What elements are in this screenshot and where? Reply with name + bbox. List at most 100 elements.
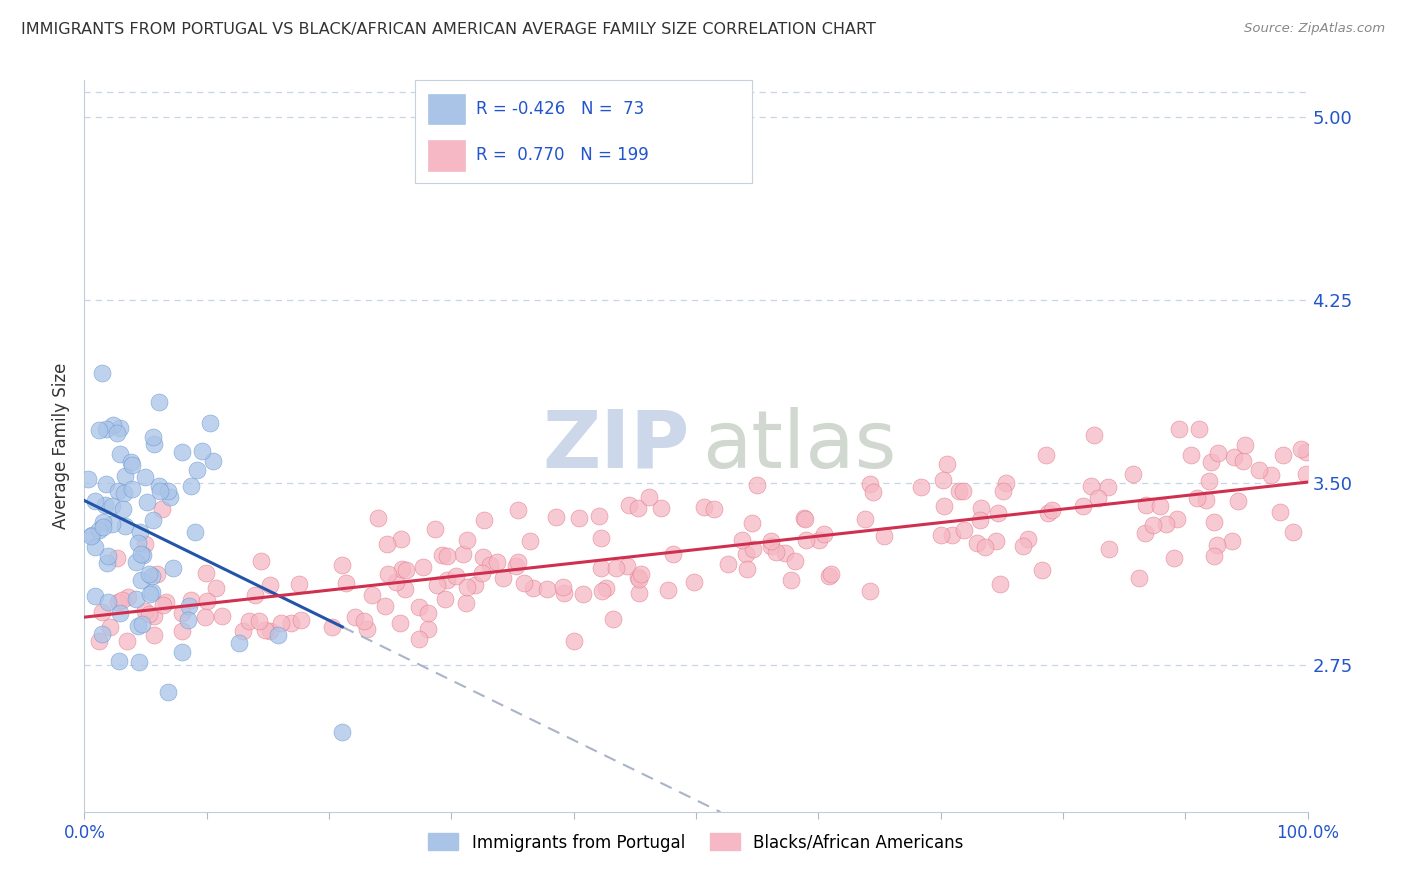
- Point: [259, 578, 281, 592]
- Point: [562, 634, 585, 648]
- Point: [434, 592, 457, 607]
- Point: [984, 533, 1007, 548]
- Point: [353, 615, 375, 629]
- Point: [761, 533, 783, 548]
- Point: [94, 476, 117, 491]
- Point: [134, 604, 156, 618]
- Point: [793, 511, 815, 525]
- Point: [987, 506, 1010, 520]
- Point: [267, 628, 290, 642]
- Point: [157, 483, 180, 498]
- Point: [479, 558, 502, 573]
- Point: [374, 599, 396, 613]
- Point: [191, 443, 214, 458]
- Point: [1202, 549, 1225, 564]
- Point: [472, 549, 495, 564]
- Point: [910, 480, 932, 494]
- Point: [953, 523, 976, 537]
- Point: [91, 516, 114, 530]
- Point: [808, 533, 831, 548]
- Point: [630, 567, 652, 582]
- Point: [194, 610, 217, 624]
- Point: [519, 533, 541, 548]
- Point: [1163, 550, 1185, 565]
- Point: [783, 554, 806, 568]
- Text: atlas: atlas: [702, 407, 897, 485]
- Point: [506, 555, 529, 569]
- Point: [627, 500, 650, 515]
- Point: [456, 580, 478, 594]
- Point: [97, 595, 120, 609]
- Point: [936, 457, 959, 471]
- Point: [243, 589, 266, 603]
- Point: [1185, 491, 1208, 506]
- Point: [1295, 467, 1317, 482]
- Point: [108, 606, 131, 620]
- Text: R = -0.426   N =  73: R = -0.426 N = 73: [475, 100, 644, 118]
- Point: [150, 502, 173, 516]
- Point: [180, 593, 202, 607]
- Point: [143, 608, 166, 623]
- Point: [505, 559, 527, 574]
- Text: Source: ZipAtlas.com: Source: ZipAtlas.com: [1244, 22, 1385, 36]
- Point: [108, 420, 131, 434]
- Bar: [429, 94, 465, 124]
- Point: [456, 596, 478, 610]
- Point: [1199, 455, 1222, 469]
- Point: [107, 595, 129, 609]
- Point: [990, 577, 1012, 591]
- Bar: [429, 140, 465, 170]
- Point: [108, 654, 131, 668]
- Point: [1234, 437, 1257, 451]
- Point: [127, 619, 149, 633]
- Point: [485, 555, 508, 569]
- Point: [211, 608, 233, 623]
- Point: [162, 561, 184, 575]
- Point: [135, 495, 157, 509]
- Point: [343, 609, 366, 624]
- Point: [745, 477, 768, 491]
- Point: [84, 589, 107, 603]
- Point: [259, 624, 281, 638]
- Point: [141, 584, 163, 599]
- Point: [522, 581, 544, 595]
- Point: [202, 454, 225, 468]
- Point: [91, 627, 114, 641]
- Point: [335, 576, 357, 591]
- Point: [492, 571, 515, 585]
- Point: [536, 582, 558, 597]
- Point: [148, 394, 170, 409]
- Point: [121, 458, 143, 472]
- Point: [1133, 526, 1156, 541]
- Point: [321, 620, 343, 634]
- Point: [627, 570, 650, 584]
- Point: [571, 587, 593, 601]
- Point: [290, 613, 312, 627]
- Point: [254, 623, 277, 637]
- Point: [1167, 422, 1189, 436]
- Point: [89, 423, 111, 437]
- Point: [132, 548, 155, 562]
- Point: [120, 455, 142, 469]
- Point: [391, 562, 413, 576]
- Point: [703, 502, 725, 516]
- Point: [91, 605, 114, 619]
- Point: [356, 622, 378, 636]
- Point: [588, 508, 610, 523]
- Point: [170, 645, 193, 659]
- Point: [820, 567, 842, 582]
- Point: [80, 529, 103, 543]
- Point: [94, 421, 117, 435]
- Point: [1142, 517, 1164, 532]
- Point: [111, 501, 134, 516]
- Point: [138, 567, 160, 582]
- Point: [108, 447, 131, 461]
- Point: [859, 477, 882, 491]
- Point: [451, 547, 474, 561]
- Point: [1180, 448, 1202, 462]
- Point: [142, 429, 165, 443]
- Point: [1206, 538, 1229, 552]
- Point: [657, 583, 679, 598]
- Point: [155, 595, 177, 609]
- Point: [1154, 516, 1177, 531]
